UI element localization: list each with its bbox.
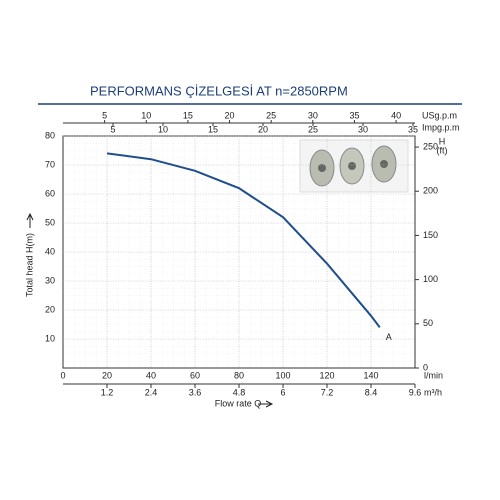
x4-tick-label: 35 — [408, 124, 418, 134]
x3-tick-label: 15 — [183, 110, 193, 120]
curve — [106, 152, 381, 329]
curve-label: A — [386, 332, 392, 342]
x-tick-label: 20 — [102, 370, 112, 380]
chart-title: PERFORMANS ÇİZELGESİ AT n=2850RPM — [90, 83, 348, 98]
y-tick-label: 20 — [45, 304, 55, 314]
y2-tick-label: 0 — [423, 362, 428, 372]
x2-tick-label: 9.6 — [409, 387, 422, 397]
x-axis-label: Flow rate Q — [215, 398, 262, 408]
x3-tick-label: 30 — [308, 110, 318, 120]
y-tick-label: 10 — [45, 333, 55, 343]
x4-tick-label: 30 — [358, 124, 368, 134]
x2-tick-label: 2.4 — [145, 387, 158, 397]
x-tick-label: 60 — [190, 370, 200, 380]
x2-tick-label: 4.8 — [233, 387, 246, 397]
x3-tick-label: 10 — [141, 110, 151, 120]
x4-unit: Impg.p.m — [422, 122, 460, 132]
y-axis-label: Total head H(m) — [24, 233, 34, 297]
x4-tick-label: 15 — [208, 124, 218, 134]
y-tick-label: 40 — [45, 246, 55, 256]
x-tick-label: 120 — [319, 370, 334, 380]
y2-tick-label: 200 — [423, 186, 438, 196]
y-tick-label: 50 — [45, 217, 55, 227]
pump-image — [299, 139, 409, 193]
x3-tick-label: 20 — [225, 110, 235, 120]
x-arrow — [258, 400, 274, 408]
y2-axis-label: (ft) — [437, 145, 448, 155]
x3-tick-label: 25 — [266, 110, 276, 120]
x2-tick-label: 7.2 — [321, 387, 334, 397]
y2-tick-label: 150 — [423, 230, 438, 240]
y2-axis-label: H — [439, 136, 446, 146]
y-tick-label: 60 — [45, 188, 55, 198]
x3-tick-label: 40 — [391, 110, 401, 120]
x3-unit: USg.p.m — [422, 110, 457, 120]
x4-tick-label: 10 — [158, 124, 168, 134]
y-tick-label: 70 — [45, 159, 55, 169]
y-tick-label: 80 — [45, 130, 55, 140]
x4-tick-label: 25 — [308, 124, 318, 134]
y-tick-label: 30 — [45, 275, 55, 285]
y2-tick-label: 50 — [423, 318, 433, 328]
x3-tick-label: 5 — [102, 110, 107, 120]
x3-tick-label: 35 — [349, 110, 359, 120]
x2-unit: m³/h — [424, 387, 442, 397]
x-tick-label: 40 — [146, 370, 156, 380]
y2-tick-label: 250 — [423, 141, 438, 151]
y-arrow — [26, 212, 34, 228]
x2-tick-label: 3.6 — [189, 387, 202, 397]
x-tick-label: 80 — [234, 370, 244, 380]
x-tick-label: 100 — [275, 370, 290, 380]
x4-tick-label: 20 — [258, 124, 268, 134]
x2-tick-label: 1.2 — [101, 387, 114, 397]
x-tick-label: 140 — [363, 370, 378, 380]
x4-tick-label: 5 — [110, 124, 115, 134]
x-tick-label: 0 — [60, 370, 65, 380]
x2-tick-label: 8.4 — [365, 387, 378, 397]
x-unit: l/min — [424, 370, 443, 380]
y2-tick-label: 100 — [423, 274, 438, 284]
x2-tick-label: 6 — [280, 387, 285, 397]
